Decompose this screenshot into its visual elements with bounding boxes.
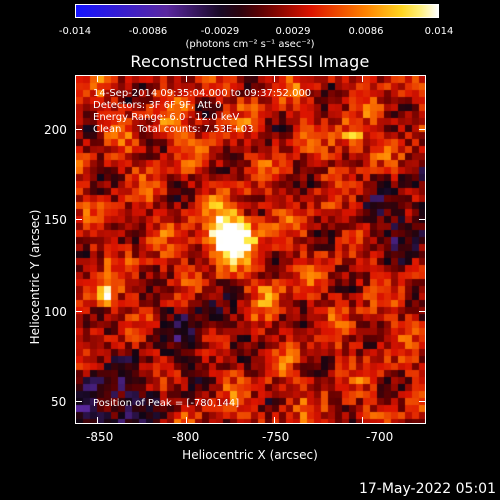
info-line-energy: Energy Range: 6.0 - 12.0 keV — [93, 112, 240, 123]
image-plot-area — [75, 75, 426, 424]
x-tick-mark — [362, 75, 363, 82]
info-line-time: 14-Sep-2014 09:35:04.000 to 09:37:52.000 — [93, 88, 312, 99]
footer-date: 17-May-2022 05:01 — [358, 481, 496, 497]
y-tick-label: 150 — [44, 213, 67, 227]
y-tick-mark — [75, 401, 82, 402]
colorbar-tick-label: 0.0029 — [275, 26, 311, 37]
x-tick-mark — [97, 75, 98, 82]
image-title: Reconstructed RHESSI Image — [130, 52, 370, 71]
info-line-detectors: Detectors: 3F 6F 9F, Att 0 — [93, 100, 222, 111]
x-tick-mark — [186, 417, 187, 424]
y-tick-mark — [419, 219, 426, 220]
y-tick-label: 50 — [51, 395, 67, 409]
x-tick-label: -750 — [262, 430, 290, 444]
x-axis-label: Heliocentric X (arcsec) — [182, 448, 318, 462]
colorbar-tick-label: -0.0086 — [128, 26, 168, 37]
y-tick-mark — [75, 129, 82, 130]
colorbar-tick-label: -0.0029 — [200, 26, 240, 37]
colorbar-tick-label: -0.014 — [58, 26, 92, 37]
x-tick-mark — [186, 75, 187, 82]
x-tick-label: -700 — [366, 430, 394, 444]
y-tick-mark — [75, 311, 82, 312]
x-tick-label: -800 — [172, 430, 200, 444]
y-tick-mark — [419, 311, 426, 312]
y-tick-label: 200 — [44, 123, 67, 137]
colorbar — [75, 4, 439, 18]
x-tick-label: -850 — [86, 430, 114, 444]
y-tick-mark — [419, 401, 426, 402]
y-tick-mark — [419, 129, 426, 130]
x-tick-mark — [97, 417, 98, 424]
y-tick-mark — [75, 219, 82, 220]
info-line-counts: Clean Total counts: 7.53E+03 — [93, 124, 254, 135]
y-tick-label: 100 — [44, 305, 67, 319]
rhessi-heatmap — [76, 76, 425, 423]
colorbar-tick-label: 0.014 — [424, 26, 454, 37]
x-tick-mark — [274, 417, 275, 424]
colorbar-units: (photons cm⁻² s⁻¹ asec⁻²) — [185, 39, 315, 50]
peak-position-label: Position of Peak = [-780,144] — [93, 398, 240, 409]
x-tick-mark — [362, 417, 363, 424]
x-tick-mark — [274, 75, 275, 82]
colorbar-tick-label: 0.0086 — [348, 26, 384, 37]
y-axis-label: Heliocentric Y (arcsec) — [28, 209, 42, 345]
